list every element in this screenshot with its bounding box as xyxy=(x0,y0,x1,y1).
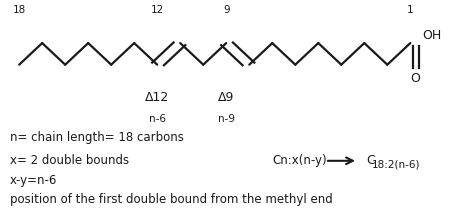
Text: 18: 18 xyxy=(12,5,26,15)
Text: n-9: n-9 xyxy=(218,114,235,124)
Text: x-y=n-6: x-y=n-6 xyxy=(10,174,57,187)
Text: O: O xyxy=(410,72,420,85)
Text: n-6: n-6 xyxy=(149,114,166,124)
Text: Δ9: Δ9 xyxy=(218,91,235,104)
Text: Δ12: Δ12 xyxy=(145,91,169,104)
Text: 12: 12 xyxy=(151,5,164,15)
Text: x= 2 double bounds: x= 2 double bounds xyxy=(10,154,129,167)
Text: n= chain length= 18 carbons: n= chain length= 18 carbons xyxy=(10,130,184,144)
Text: Cn:x(n-y): Cn:x(n-y) xyxy=(272,154,327,167)
Text: OH: OH xyxy=(422,29,441,42)
Text: 1: 1 xyxy=(407,5,414,15)
Text: 18:2(n-6): 18:2(n-6) xyxy=(372,159,420,169)
Text: position of the first double bound from the methyl end: position of the first double bound from … xyxy=(10,193,333,206)
Text: C: C xyxy=(366,154,374,167)
Text: 9: 9 xyxy=(223,5,229,15)
